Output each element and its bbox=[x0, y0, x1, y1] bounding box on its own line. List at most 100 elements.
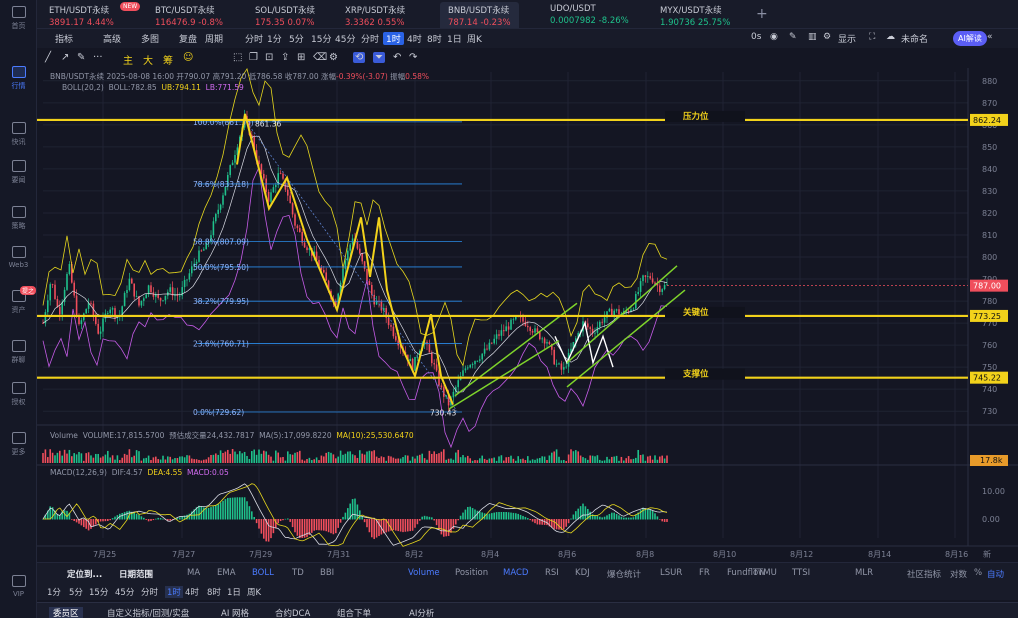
ai-interpret-button[interactable]: AI解读 bbox=[953, 31, 987, 46]
sub-indicator-11[interactable]: MLR bbox=[855, 568, 873, 578]
symbol-tab[interactable]: BTC/USDT永续 116476.9 -0.8% bbox=[147, 2, 231, 28]
sidebar-item-2[interactable]: 快讯 bbox=[0, 122, 37, 147]
symbol-tab[interactable]: XRP/USDT永续 3.3362 0.55% bbox=[337, 2, 413, 28]
symbol-tab[interactable]: SOL/USDT永续 175.35 0.07% bbox=[247, 2, 323, 28]
main-indicator-4[interactable]: BBI bbox=[320, 568, 335, 578]
cloud-icon[interactable]: ☁ bbox=[886, 32, 895, 42]
collapse-icon[interactable]: « bbox=[987, 32, 993, 42]
emoji-tool-icon[interactable]: ☺ bbox=[183, 52, 194, 63]
layout-icon[interactable]: ▥ bbox=[808, 32, 817, 42]
timeframe-7[interactable]: 8时 bbox=[207, 588, 221, 598]
toolbar-item-13[interactable]: 8时 bbox=[427, 35, 442, 45]
sidebar-item-8[interactable]: 授权 bbox=[0, 382, 37, 407]
toolbar-item-2[interactable]: 多图 bbox=[141, 35, 160, 45]
price-chart[interactable]: 8808708608508408308208108007907807707607… bbox=[37, 68, 1018, 562]
bottom-tab-1[interactable]: 自定义指标/回测/实盘 bbox=[107, 609, 190, 618]
sub-indicator-5[interactable]: 爆仓统计 bbox=[607, 570, 642, 580]
timeframe-0[interactable]: 1分 bbox=[47, 588, 61, 598]
sub-indicator-8[interactable]: Fundflow bbox=[727, 568, 766, 578]
timeframe-6[interactable]: 4时 bbox=[185, 588, 199, 598]
sub-indicator-10[interactable]: TTSI bbox=[792, 568, 811, 578]
indicator-right-2[interactable]: % bbox=[974, 568, 983, 578]
sub-indicator-7[interactable]: FR bbox=[699, 568, 710, 578]
draw-tool-icon[interactable]: ✎ bbox=[77, 52, 86, 63]
redo-icon[interactable]: ↷ bbox=[409, 52, 418, 63]
sidebar-item-1[interactable]: 行情 bbox=[0, 66, 37, 91]
symbol-tab[interactable]: MYX/USDT永续 1.90736 25.75% bbox=[652, 2, 738, 28]
draw-quick-2[interactable]: 筹 bbox=[163, 56, 173, 67]
fullscreen-icon[interactable]: ⛶ bbox=[869, 32, 876, 42]
pointer-tool-icon[interactable]: ↗ bbox=[61, 52, 70, 63]
share-tool-icon[interactable]: ⇪ bbox=[281, 52, 290, 63]
sidebar-item-3[interactable]: 要闻 bbox=[0, 160, 37, 185]
toolbar-item-15[interactable]: 周K bbox=[467, 35, 482, 45]
sub-indicator-2[interactable]: MACD bbox=[503, 568, 529, 578]
toolbar-item-0[interactable]: 指标 bbox=[55, 35, 74, 45]
indicator-left-1[interactable]: 日期范围 bbox=[119, 570, 154, 580]
toolbar-item-9[interactable]: 45分 bbox=[335, 35, 356, 45]
symbol-tab[interactable]: UDO/USDT 0.0007982 -8.26% bbox=[542, 2, 637, 28]
main-indicator-0[interactable]: MA bbox=[187, 568, 201, 578]
bottom-tab-2[interactable]: AI 网格 bbox=[221, 609, 250, 618]
bottom-tab-4[interactable]: 组合下单 bbox=[337, 609, 372, 618]
draw-quick-1[interactable]: 大 bbox=[143, 56, 153, 67]
timeframe-8[interactable]: 1日 bbox=[227, 588, 241, 598]
toolbar-item-12[interactable]: 4时 bbox=[407, 35, 422, 45]
sub-indicator-6[interactable]: LSUR bbox=[660, 568, 683, 578]
sidebar-item-9[interactable]: 更多 bbox=[0, 432, 37, 457]
indicator-left-0[interactable]: 定位到... bbox=[67, 570, 103, 580]
draw-quick-0[interactable]: 主 bbox=[123, 56, 133, 67]
bottom-tab-5[interactable]: AI分析 bbox=[409, 609, 435, 618]
toolbar-right-0[interactable]: 0s bbox=[751, 32, 762, 42]
toolbar-item-14[interactable]: 1日 bbox=[447, 35, 462, 45]
edit-icon[interactable]: ✎ bbox=[789, 32, 797, 42]
sub-indicator-1[interactable]: Position bbox=[455, 568, 489, 578]
indicator-right-3[interactable]: 自动 bbox=[987, 570, 1005, 580]
sidebar-item-7[interactable]: 群聊 bbox=[0, 340, 37, 365]
add-tab-icon[interactable]: + bbox=[756, 6, 768, 22]
lock-tool-icon[interactable]: ⊡ bbox=[265, 52, 274, 63]
toolbar-item-10[interactable]: 分时 bbox=[361, 35, 380, 45]
sub-indicator-9[interactable]: TTMU bbox=[753, 568, 777, 578]
sidebar-item-10[interactable]: VIP bbox=[0, 575, 37, 598]
main-indicator-1[interactable]: EMA bbox=[217, 568, 236, 578]
settings-icon[interactable]: ⚙ bbox=[823, 32, 832, 42]
toolbar-item-11[interactable]: 1时 bbox=[383, 32, 404, 45]
toolbar-item-7[interactable]: 5分 bbox=[289, 35, 304, 45]
undo-icon[interactable]: ↶ bbox=[393, 52, 402, 63]
main-indicator-3[interactable]: TD bbox=[292, 568, 304, 578]
toolbar-right-2[interactable]: 未命名 bbox=[901, 35, 929, 45]
sidebar-item-0[interactable]: 首页 bbox=[0, 6, 37, 31]
symbol-tab[interactable]: ETH/USDT永续 3891.17 4.44% NEW bbox=[41, 2, 141, 28]
timeframe-4[interactable]: 分时 bbox=[141, 588, 159, 598]
main-indicator-2[interactable]: BOLL bbox=[252, 568, 274, 578]
camera-icon[interactable]: ◉ bbox=[770, 32, 778, 42]
toolbar-item-3[interactable]: 复盘 bbox=[179, 35, 198, 45]
sub-indicator-0[interactable]: Volume bbox=[408, 568, 440, 578]
toolbar-right-1[interactable]: 显示 bbox=[838, 35, 857, 45]
timeframe-3[interactable]: 45分 bbox=[115, 588, 135, 598]
sidebar-item-4[interactable]: 策略 bbox=[0, 206, 37, 231]
sub-indicator-4[interactable]: KDJ bbox=[575, 568, 590, 578]
toolbar-item-1[interactable]: 高级 bbox=[103, 35, 122, 45]
indicator-right-0[interactable]: 社区指标 bbox=[907, 570, 942, 580]
filter-tool-icon[interactable]: ⏷ bbox=[373, 52, 385, 63]
settings-tool-icon[interactable]: ⚙ bbox=[329, 52, 338, 63]
timeframe-5[interactable]: 1时 bbox=[165, 586, 183, 598]
timeframe-1[interactable]: 5分 bbox=[69, 588, 83, 598]
line-tool-icon[interactable]: ╱ bbox=[45, 52, 52, 63]
bottom-tab-3[interactable]: 合约DCA bbox=[275, 609, 311, 618]
indicator-right-1[interactable]: 对数 bbox=[950, 570, 968, 580]
select-tool-icon[interactable]: ⬚ bbox=[233, 52, 243, 63]
copy-tool-icon[interactable]: ❐ bbox=[249, 52, 258, 63]
level-0[interactable]: 压力位 862.24 bbox=[37, 110, 1008, 126]
grid-tool-icon[interactable]: ⊞ bbox=[297, 52, 306, 63]
toolbar-item-4[interactable]: 周期 bbox=[205, 35, 224, 45]
level-2[interactable]: 支撑位 745.22 bbox=[37, 368, 1008, 384]
toolbar-item-8[interactable]: 15分 bbox=[311, 35, 332, 45]
timeframe-9[interactable]: 周K bbox=[247, 588, 262, 598]
level-1[interactable]: 关键位 773.25 bbox=[37, 306, 1008, 322]
sidebar-item-5[interactable]: Web3 bbox=[0, 246, 37, 269]
sub-indicator-3[interactable]: RSI bbox=[545, 568, 559, 578]
symbol-tab[interactable]: BNB/USDT永续 787.14 -0.23% bbox=[440, 2, 519, 28]
